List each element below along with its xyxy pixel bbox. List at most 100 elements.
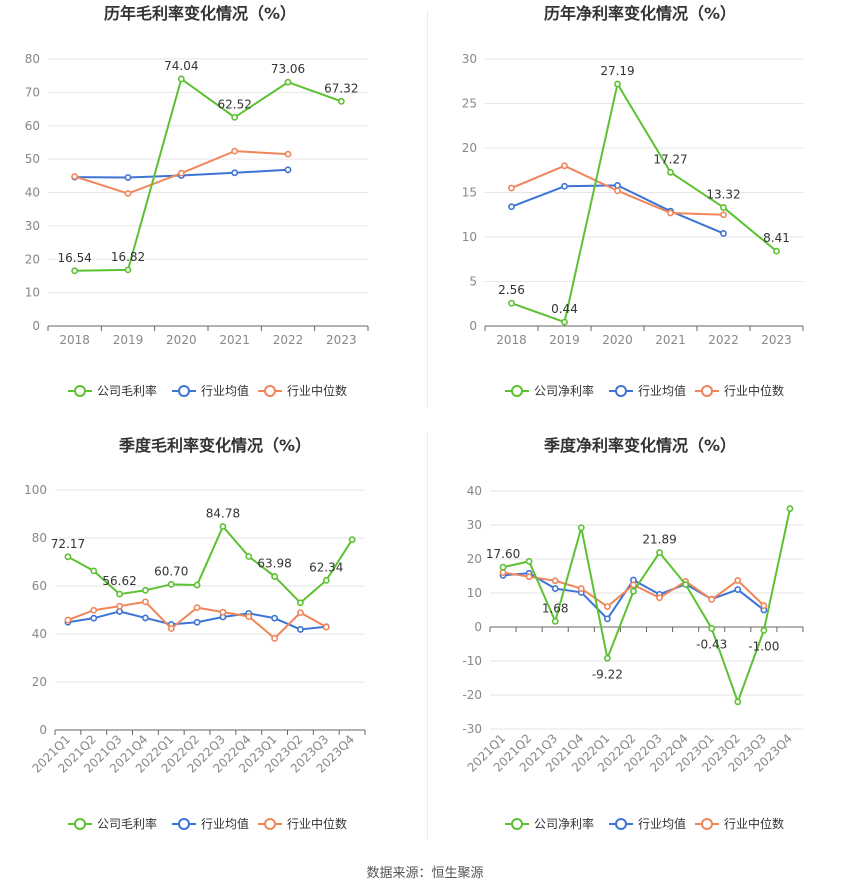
data-point — [297, 599, 304, 607]
legend-swatch-marker — [701, 818, 713, 830]
legend-label: 行业中位数 — [287, 816, 347, 831]
legend-item-3: 行业中位数 — [695, 383, 784, 398]
legend-label: 公司毛利率 — [97, 383, 157, 398]
data-label: 2.56 — [498, 283, 525, 297]
vertical-divider-top — [427, 10, 428, 408]
data-point — [167, 625, 175, 632]
x-tick-label: 2023 — [326, 333, 357, 347]
data-point — [297, 609, 304, 617]
data-label: 16.82 — [111, 250, 145, 264]
chart-title: 历年净利率变化情况（%） — [544, 4, 736, 23]
data-point — [561, 318, 568, 326]
data-label: 74.04 — [164, 59, 198, 73]
data-point — [551, 585, 559, 592]
data-label: 1.68 — [542, 601, 569, 615]
data-label: 84.78 — [206, 507, 240, 521]
x-tick-label: 2018 — [59, 333, 90, 347]
data-point — [760, 602, 768, 609]
chart-title: 季度毛利率变化情况（%） — [118, 436, 311, 455]
data-point — [284, 78, 292, 86]
data-label: 17.27 — [653, 152, 687, 166]
data-point — [271, 573, 278, 580]
data-label: 63.98 — [257, 556, 291, 570]
legend-label: 公司净利率 — [534, 816, 594, 831]
data-label: 27.19 — [600, 64, 634, 78]
legend-label: 行业中位数 — [724, 816, 784, 831]
data-point — [64, 616, 72, 624]
legend-label: 行业均值 — [201, 816, 249, 831]
chart-title: 历年毛利率变化情况（%） — [104, 4, 296, 23]
data-point — [682, 581, 690, 588]
x-tick-label: 2020 — [166, 333, 197, 347]
data-point — [245, 613, 253, 620]
data-point — [116, 608, 123, 615]
data-point — [720, 204, 727, 211]
chart-3: 季度毛利率变化情况（%）0204060801002021Q12021Q22021… — [24, 436, 366, 831]
y-tick-label: 60 — [25, 119, 40, 133]
data-point — [525, 573, 533, 581]
data-point — [614, 80, 621, 88]
data-label: 21.89 — [642, 533, 676, 547]
legend-item-3: 行业中位数 — [695, 816, 784, 831]
data-point — [116, 602, 123, 610]
legend-item-2: 行业均值 — [609, 383, 686, 398]
data-point — [167, 580, 175, 588]
x-tick-label: 2020 — [602, 333, 633, 347]
chart-2: 历年净利率变化情况（%） 0 5 10 15 20 25 30 2018 2019 2020 2021… — [462, 4, 804, 398]
legend-item-2: 行业均值 — [172, 383, 249, 398]
data-point — [630, 587, 637, 595]
data-label: 56.62 — [102, 574, 136, 588]
data-point — [193, 581, 201, 589]
y-tick-label: 40 — [32, 627, 47, 641]
vertical-divider-bottom — [427, 432, 428, 840]
legend-item-1: 公司净利率 — [505, 816, 594, 831]
data-point — [734, 698, 742, 706]
data-point — [322, 623, 330, 631]
y-tick-label: 10 — [467, 586, 482, 600]
y-tick-label: 10 — [25, 286, 40, 300]
data-point — [297, 626, 304, 633]
data-point — [720, 230, 727, 237]
data-label: -9.22 — [592, 667, 623, 681]
y-tick-label: 30 — [467, 518, 482, 532]
chart-1: 历年毛利率变化情况（%） 0 10 20 30 40 50 60 70 80 2018 2019 202… — [25, 4, 369, 398]
y-tick-label: -20 — [462, 688, 482, 702]
data-point — [551, 577, 559, 585]
x-tick-label: 2018 — [496, 333, 527, 347]
data-point — [142, 614, 149, 622]
y-tick-label: 100 — [24, 483, 47, 497]
legend-swatch-marker — [74, 385, 86, 397]
series-line-1 — [74, 77, 342, 272]
x-tick-label: 2022 — [708, 333, 739, 347]
data-point — [231, 169, 239, 177]
legend-swatch-marker — [264, 385, 276, 397]
data-point — [231, 147, 239, 155]
data-point — [614, 181, 621, 189]
data-point — [90, 614, 98, 622]
data-point — [667, 209, 674, 217]
data-label: 17.60 — [486, 547, 520, 561]
data-point — [219, 608, 227, 616]
data-point — [551, 617, 559, 625]
chart-4: 季度净利率变化情况（%）-30-20-100102030402021Q12021… — [462, 436, 804, 831]
y-tick-label: 30 — [25, 219, 40, 233]
legend-swatch-marker — [511, 385, 523, 397]
y-tick-label: 60 — [32, 579, 47, 593]
legend-item-3: 行业中位数 — [258, 383, 347, 398]
y-tick-label: -30 — [462, 722, 482, 736]
data-point — [720, 211, 727, 219]
data-point — [64, 553, 72, 561]
data-point — [603, 603, 611, 610]
series-line-1 — [502, 508, 791, 703]
data-point — [284, 166, 292, 174]
legend-label: 行业均值 — [638, 383, 686, 398]
y-tick-label: 10 — [462, 230, 477, 244]
y-tick-label: 20 — [462, 141, 477, 155]
data-label: 0.44 — [551, 302, 578, 316]
data-label: -1.00 — [748, 639, 779, 653]
y-tick-label: 15 — [462, 186, 477, 200]
legend-label: 行业均值 — [638, 816, 686, 831]
legend-item-2: 行业均值 — [609, 816, 686, 831]
y-tick-label: 30 — [462, 52, 477, 66]
